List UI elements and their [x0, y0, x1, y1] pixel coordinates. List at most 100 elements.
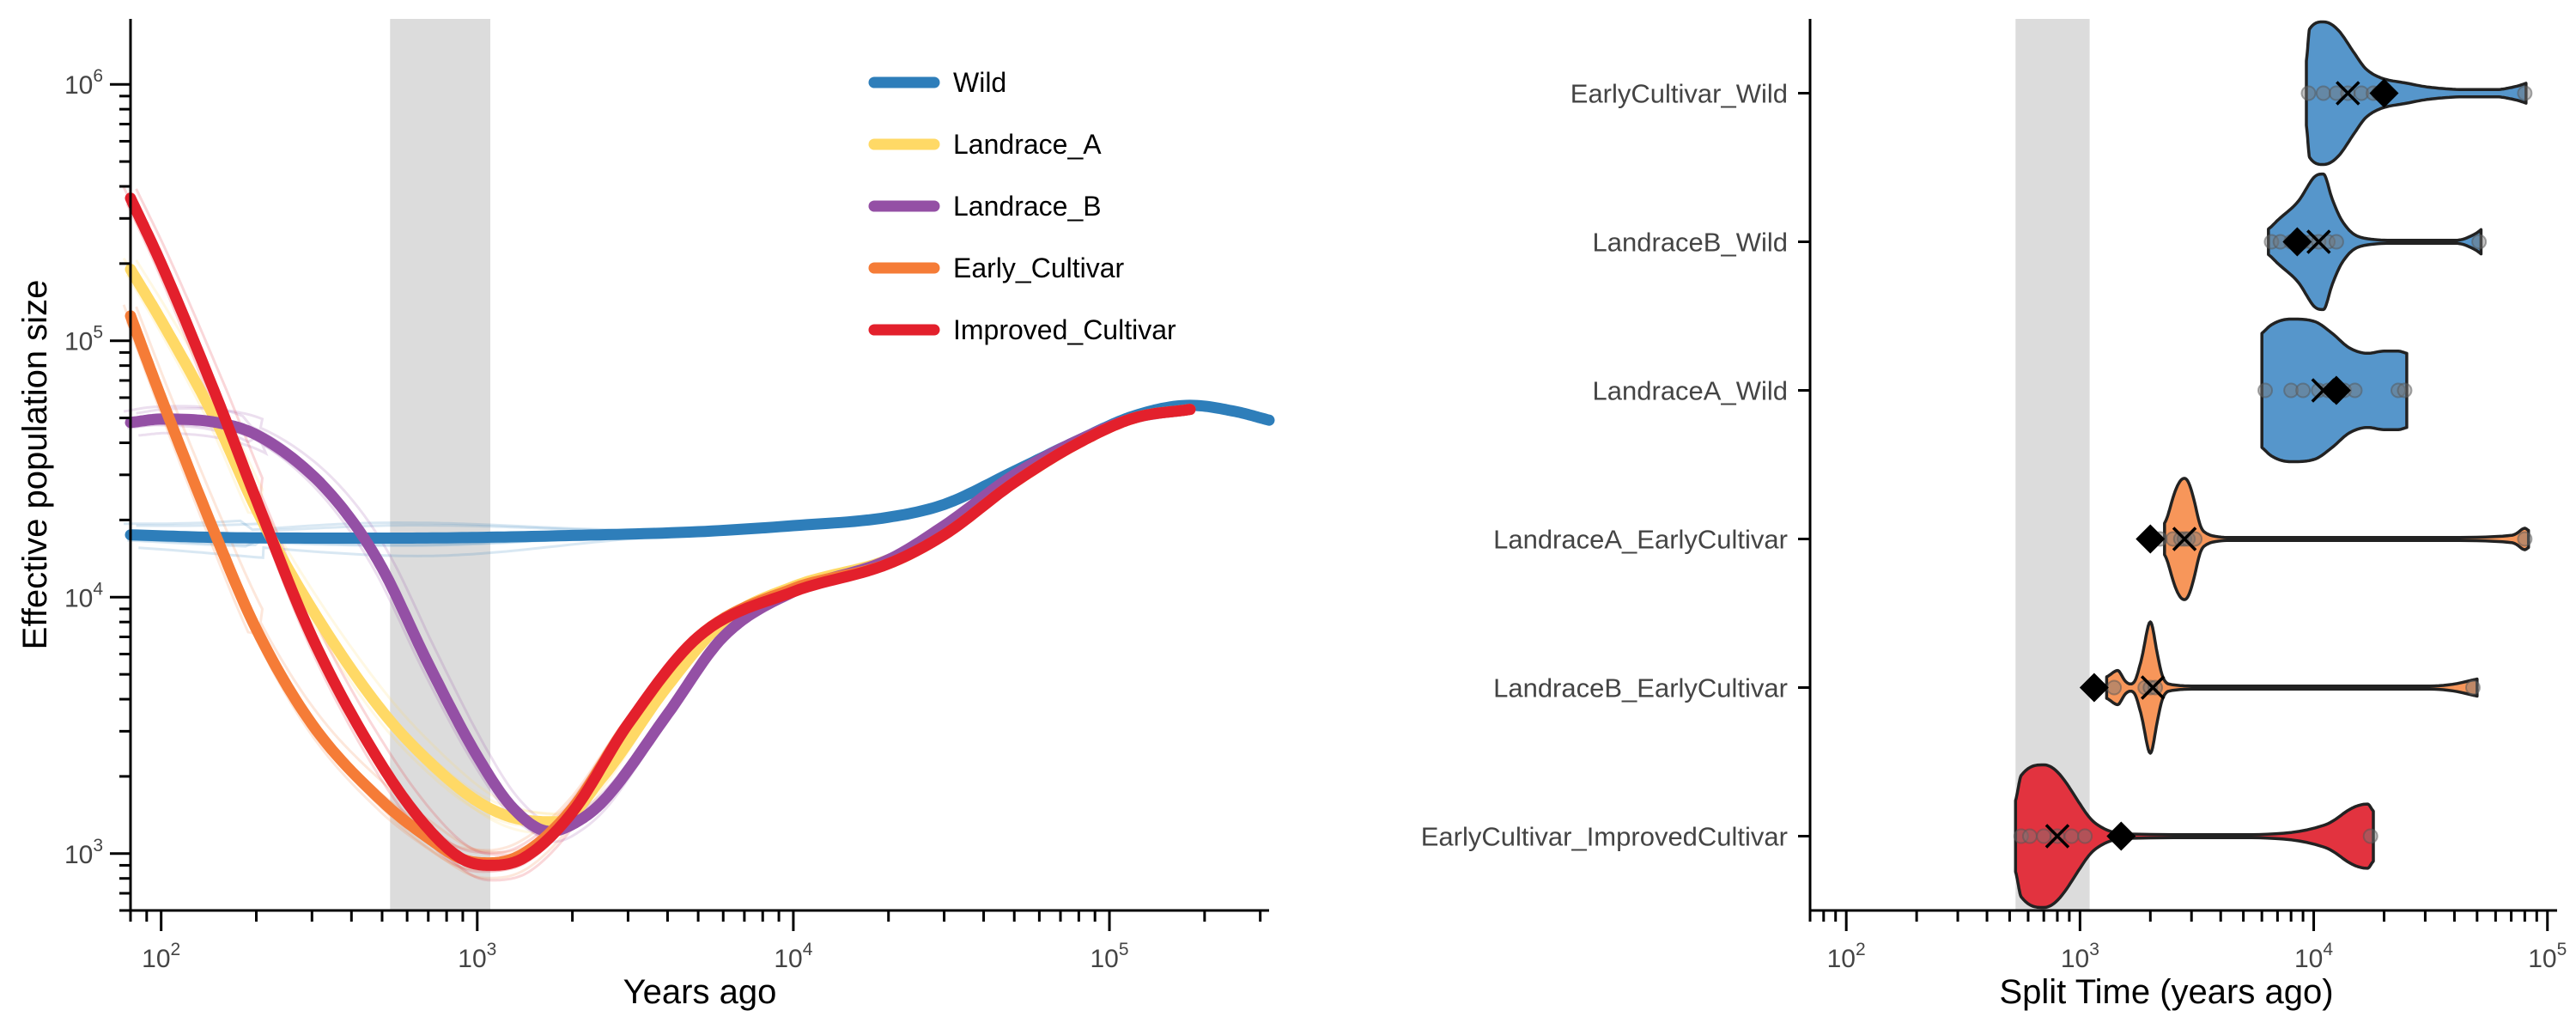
right-chart-panel: EarlyCultivar_Wild LandraceB_Wild Landrace… — [1421, 19, 2567, 1011]
replicate-point — [2257, 382, 2274, 399]
replicate-point — [2328, 85, 2344, 101]
replicate-point — [2328, 234, 2344, 250]
x-tick-label: 103 — [2061, 940, 2099, 973]
replicate-point — [2517, 85, 2533, 101]
replicate-point — [2021, 828, 2038, 844]
violins — [2013, 20, 2533, 910]
replicate-point — [2187, 531, 2203, 547]
violin-earlycultivar-wild — [2300, 20, 2533, 167]
x-tick-label-exp: 2 — [171, 940, 181, 959]
replicate-point — [2517, 531, 2533, 547]
category-label: EarlyCultivar_ImprovedCultivar — [1421, 822, 1788, 852]
category-label: LandraceB_EarlyCultivar — [1493, 673, 1788, 703]
replicate-point — [2354, 85, 2370, 101]
x-tick-label-exp: 5 — [1119, 940, 1129, 959]
y-tick-label-base: 10 — [64, 841, 93, 869]
replicate-point — [2397, 382, 2413, 399]
replicate-point — [2106, 679, 2123, 696]
x-tick-label-base: 10 — [2528, 945, 2556, 973]
violin-landracea-wild — [2257, 317, 2413, 464]
category-label: LandraceA_EarlyCultivar — [1493, 525, 1788, 555]
x-tick-label: 105 — [2528, 940, 2567, 973]
replicate-point — [2165, 531, 2181, 547]
replicate-point — [2036, 828, 2052, 844]
x-tick-label: 104 — [774, 940, 812, 973]
legend: Wild Landrace_A Landrace_B Early_Cultivar Im… — [868, 67, 1176, 345]
replicate-point — [2315, 85, 2331, 101]
x-tick-label-exp: 4 — [2323, 940, 2333, 959]
violin-body — [2163, 477, 2530, 601]
y-tick-label: 106 — [64, 66, 103, 100]
y-tick-label-base: 10 — [64, 71, 93, 100]
left-x-axis-label: Years ago — [623, 973, 777, 1011]
category-label: EarlyCultivar_Wild — [1571, 79, 1788, 109]
legend-label: Wild — [953, 67, 1006, 98]
x-tick-label: 103 — [458, 940, 496, 973]
violin-body — [2014, 763, 2375, 910]
point-estimate-diamond — [2321, 375, 2351, 405]
y-tick-label: 104 — [64, 579, 103, 612]
replicate-point — [2142, 679, 2159, 696]
left-shaded-region — [390, 19, 491, 910]
x-tick-label: 104 — [2294, 940, 2333, 973]
legend-label: Early_Cultivar — [953, 253, 1125, 283]
right-axes: EarlyCultivar_Wild LandraceB_Wild Landrace… — [1421, 19, 2567, 973]
violin-landracea-earlycultivar — [2136, 477, 2533, 601]
median-cross-marker — [2306, 229, 2331, 254]
median-cross-marker — [2336, 81, 2360, 106]
y-tick-label-exp: 3 — [93, 836, 103, 855]
y-tick-label-exp: 5 — [93, 323, 103, 343]
series-line-landrace-a — [125, 264, 1196, 828]
violin-body — [2105, 620, 2479, 755]
x-tick-label: 102 — [142, 940, 180, 973]
point-estimate-diamond — [2369, 78, 2399, 108]
x-tick-label-base: 10 — [774, 945, 802, 973]
right-shaded-region — [2015, 19, 2090, 910]
violin-body — [2305, 20, 2528, 167]
left-series-lines — [125, 192, 1275, 871]
replicate-point — [2300, 85, 2317, 101]
median-cross-marker — [2044, 824, 2070, 849]
median-cross-marker — [2140, 675, 2166, 700]
y-tick-label-base: 10 — [64, 328, 93, 356]
replicate-line — [125, 320, 1191, 871]
violin-earlycultivar-improvedcultivar — [2013, 763, 2379, 910]
legend-label: Landrace_B — [953, 191, 1102, 222]
replicate-point — [2148, 679, 2164, 696]
x-tick-label: 105 — [1091, 940, 1129, 973]
category-label: LandraceA_Wild — [1593, 376, 1788, 406]
point-estimate-diamond — [2106, 821, 2136, 851]
y-tick-label-exp: 4 — [93, 579, 103, 599]
median-cross-marker — [2172, 527, 2197, 551]
x-tick-label: 102 — [1827, 940, 1866, 973]
point-estimate-diamond — [2079, 673, 2109, 703]
right-x-axis-label: Split Time (years ago) — [1999, 973, 2333, 1011]
x-tick-label-base: 10 — [2294, 945, 2323, 973]
x-tick-label-exp: 2 — [1856, 940, 1866, 959]
point-estimate-diamond — [2282, 227, 2312, 257]
y-tick-label-exp: 6 — [93, 66, 103, 86]
y-tick-label: 105 — [64, 323, 103, 356]
replicate-point — [2077, 828, 2093, 844]
x-tick-label-base: 10 — [2061, 945, 2089, 973]
violin-body — [2267, 172, 2483, 312]
x-tick-label-exp: 3 — [2089, 940, 2099, 959]
legend-label: Landrace_A — [953, 129, 1102, 160]
x-tick-label-base: 10 — [458, 945, 486, 973]
y-tick-label: 103 — [64, 836, 103, 869]
category-label: LandraceB_Wild — [1593, 228, 1788, 258]
x-tick-label-exp: 5 — [2557, 940, 2567, 959]
replicate-line — [137, 210, 1191, 882]
legend-label: Improved_Cultivar — [953, 314, 1176, 345]
replicate-line — [137, 281, 1191, 834]
series-line-improved-cultivar — [125, 192, 1196, 871]
replicate-point — [2471, 234, 2488, 250]
violin-landraceb-wild — [2263, 172, 2488, 312]
y-tick-label-base: 10 — [64, 584, 93, 612]
x-tick-label-base: 10 — [1827, 945, 1856, 973]
left-y-axis-label: Effective population size — [16, 280, 54, 650]
replicate-line — [135, 188, 1191, 856]
